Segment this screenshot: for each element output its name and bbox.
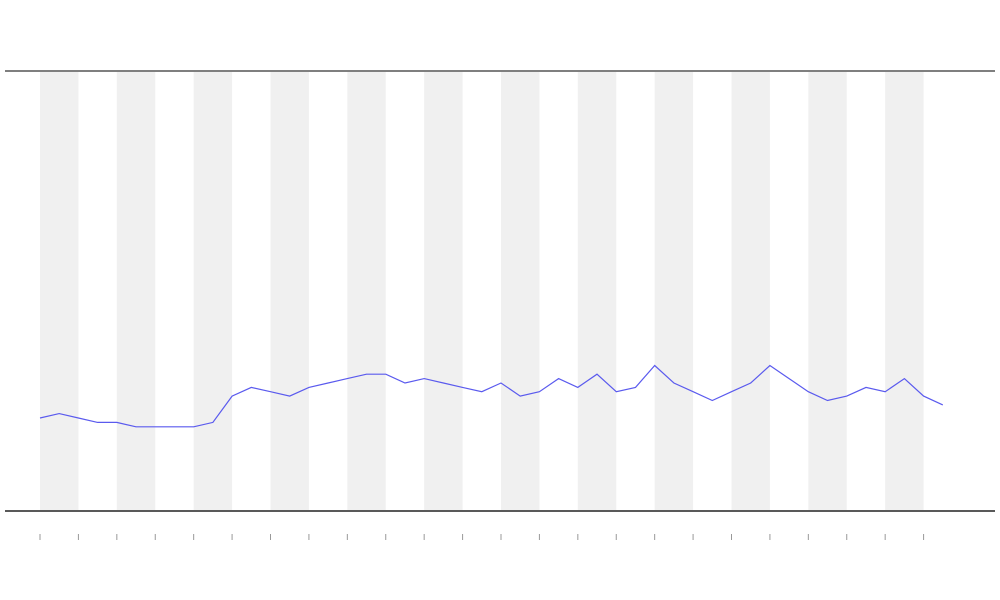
day-band	[40, 72, 79, 510]
day-band	[577, 72, 617, 510]
day-band	[116, 72, 156, 510]
day-band	[654, 72, 694, 510]
day-band	[347, 72, 386, 510]
day-band	[270, 72, 309, 510]
day-band	[808, 72, 847, 510]
series-line	[39, 364, 944, 428]
day-band	[193, 72, 233, 510]
day-band	[731, 72, 770, 510]
day-band	[501, 72, 540, 510]
day-band	[424, 72, 463, 510]
day-band	[885, 72, 924, 510]
